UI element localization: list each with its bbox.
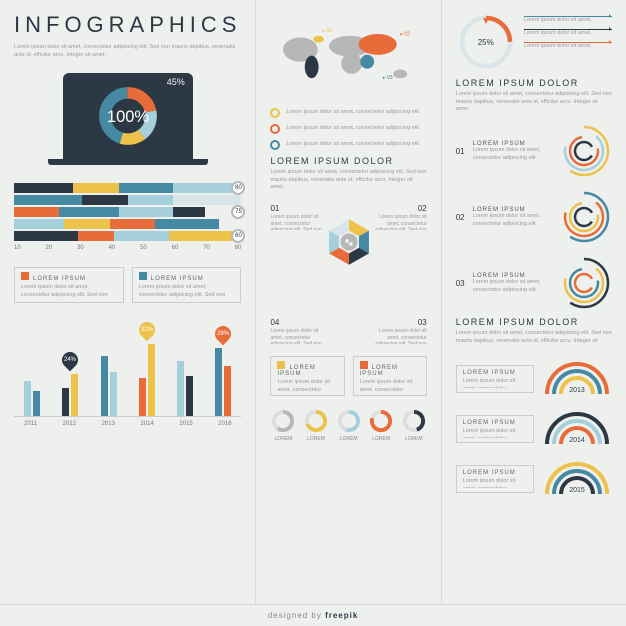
laptop-callout: 45%: [167, 77, 185, 87]
legend: LOREM IPSUMLorem ipsum dolor sit amet, c…: [14, 261, 241, 303]
column-2: ▸ 01 ▸ 02 ▸ 03 Lorem ipsum dolor sit ame…: [255, 0, 440, 604]
hex-box-2: LOREM IPSUMLorem ipsum dolor sit amet, c…: [353, 356, 427, 396]
svg-text:100%: 100%: [107, 108, 150, 126]
svg-text:2014: 2014: [569, 437, 585, 444]
laptop-donut: 100%: [95, 83, 161, 149]
svg-text:▸ 01: ▸ 01: [323, 28, 333, 34]
footer: designed by freepik: [0, 604, 626, 626]
percent-dial: 25%: [456, 12, 516, 72]
hex-box-1: LOREM IPSUMLorem ipsum dolor sit amet, c…: [270, 356, 344, 396]
hexagon-diagram: 01Lorem ipsum dolor sit amet, consectetu…: [270, 204, 426, 344]
svg-text:2013: 2013: [569, 387, 585, 394]
mini-donuts: LOREMLOREMLOREMLOREMLOREM: [270, 408, 426, 442]
svg-text:▸ 03: ▸ 03: [383, 75, 393, 81]
svg-text:2015: 2015: [569, 487, 585, 494]
section-heading-2: LOREM IPSUM DOLOR: [456, 78, 612, 88]
vertical-bar-chart: 24%32%28%: [14, 317, 241, 417]
laptop-chart: 100% 45%: [14, 73, 241, 165]
intro-text: Lorem ipsum dolor sit amet, consectetur …: [14, 44, 241, 59]
svg-text:▸ 02: ▸ 02: [401, 32, 411, 38]
stacked-bars: 1020304050607080 807560: [14, 183, 241, 251]
bullet-list: Lorem ipsum dolor sit amet, consectetur …: [270, 108, 426, 150]
section-heading-3: LOREM IPSUM DOLOR: [456, 317, 612, 327]
concentric-steps: 01LOREM IPSUMLorem ipsum dolor sit amet,…: [456, 123, 612, 311]
arrow-list: Lorem ipsum dolor sit amet, consectetur …: [524, 12, 612, 51]
world-map: ▸ 01 ▸ 02 ▸ 03: [270, 20, 426, 100]
section-heading-1: LOREM IPSUM DOLOR: [270, 156, 426, 166]
half-ring-years: LOREM IPSUMLorem ipsum dolor sit amet, c…: [456, 356, 612, 496]
column-3: 25% Lorem ipsum dolor sit amet, consecte…: [441, 0, 626, 604]
page-title: INFOGRAPHICS: [14, 12, 241, 38]
column-1: INFOGRAPHICS Lorem ipsum dolor sit amet,…: [0, 0, 255, 604]
